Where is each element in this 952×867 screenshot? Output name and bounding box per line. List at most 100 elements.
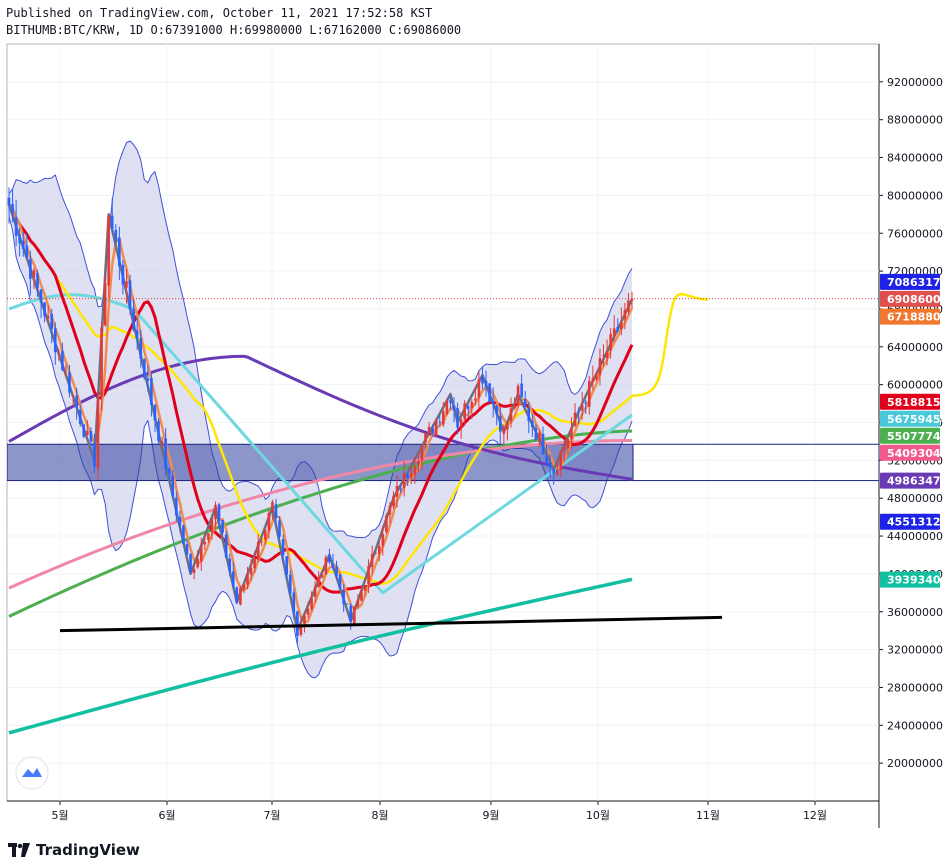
candle-body [175,497,178,516]
candle-body [139,338,143,359]
candle-body [235,587,239,604]
candle-body [331,563,335,568]
candle-body [420,445,424,461]
candle-body [249,567,253,575]
candle-body [513,406,516,409]
price-label-box [880,472,940,489]
candle-body [253,558,256,569]
ma200-line [8,354,633,481]
candle-body [50,313,54,330]
price-label-box [880,308,940,325]
price-labels: 70863177 69086000 67188800 58188150 56759450… [880,273,949,588]
symbol-ohlc-header: BITHUMB:BTC/KRW, 1D O:67391000 H:6998000… [6,23,462,37]
candle-body [75,395,78,408]
support-zone-extension [632,443,879,482]
candle-body [185,544,189,555]
candle-body [288,574,292,594]
candle-body [573,412,577,426]
candle-body [242,583,246,590]
candle-body [488,383,491,402]
candle-body [580,405,584,411]
candle-body [86,431,89,436]
candle-body [142,359,146,378]
price-label-text: 67188800 [887,311,949,324]
candle-body [150,377,153,405]
price-tick-label: 48000000 [887,492,943,505]
candle-body [602,355,605,357]
candle-body [612,328,616,337]
candle-body [196,558,199,568]
candle-body [256,542,260,560]
candle-body [449,400,452,403]
ma60-projection [631,292,709,397]
candle-body [71,395,75,397]
candle-body [167,468,171,474]
candle-body [303,615,306,626]
candle-body [171,475,175,497]
candle-body [523,399,527,407]
plot-layer [7,140,879,735]
candle-body [534,427,538,440]
candle-body [29,259,32,279]
price-label-box [880,290,940,307]
candle-body [434,420,438,436]
price-tick-label: 32000000 [887,644,943,657]
price-label-text: 54093040 [887,447,949,460]
ma365-line [8,429,633,618]
candle-body [96,399,100,469]
candle-body [559,451,563,471]
candle-body [417,461,420,465]
candle-body [32,270,36,278]
candle-body [189,554,192,572]
candle-body [146,378,150,381]
candle-body [264,530,267,540]
candle-body [516,385,520,406]
candle-body [82,424,86,437]
time-tick-label: 7월 [263,809,280,822]
time-tick-label: 12월 [803,809,827,822]
candle-body [470,402,474,409]
candle-body [11,203,14,214]
ma300-line [8,438,633,590]
price-label-text: 70863177 [887,276,948,289]
candle-body [296,611,299,637]
candle-body [103,283,107,326]
candle-body [392,495,395,507]
candle-body [118,237,121,267]
candle-body [110,215,114,229]
tradingview-watermark[interactable] [15,756,49,790]
candle-body [46,315,50,319]
time-tick-label: 11월 [696,809,720,822]
candle-body [39,289,43,303]
candle-body [388,505,392,515]
price-tick-label: 60000000 [887,379,943,392]
tradingview-logo[interactable]: TradingView [8,841,140,859]
price-tick-label: 36000000 [887,606,943,619]
candle-body [7,197,11,206]
candle-body [338,574,342,589]
candle-body [595,373,598,380]
candle-body [427,426,431,435]
candle-body [43,302,46,317]
price-label-text: 39393406 [887,574,949,587]
candle-body [192,569,196,573]
candle-body [370,554,374,567]
candle-body [199,546,203,562]
tradingview-logo-icon [8,843,30,857]
time-axis[interactable]: 5월 6월 7월 8월 9월 10월 11월 12월 [51,801,827,822]
candle-body [182,525,185,545]
ma5-line [8,204,634,624]
bollinger-upper [8,140,633,539]
candle-body [548,462,552,468]
candle-body [239,588,242,605]
bollinger-fill [9,141,632,678]
candle-body [221,520,224,533]
candle-body [587,380,591,407]
candle-body [377,546,381,554]
candle-body [552,469,555,474]
candle-body [605,352,609,358]
candle-body [466,406,470,410]
price-label-box [880,273,940,290]
price-label-box [880,410,940,427]
